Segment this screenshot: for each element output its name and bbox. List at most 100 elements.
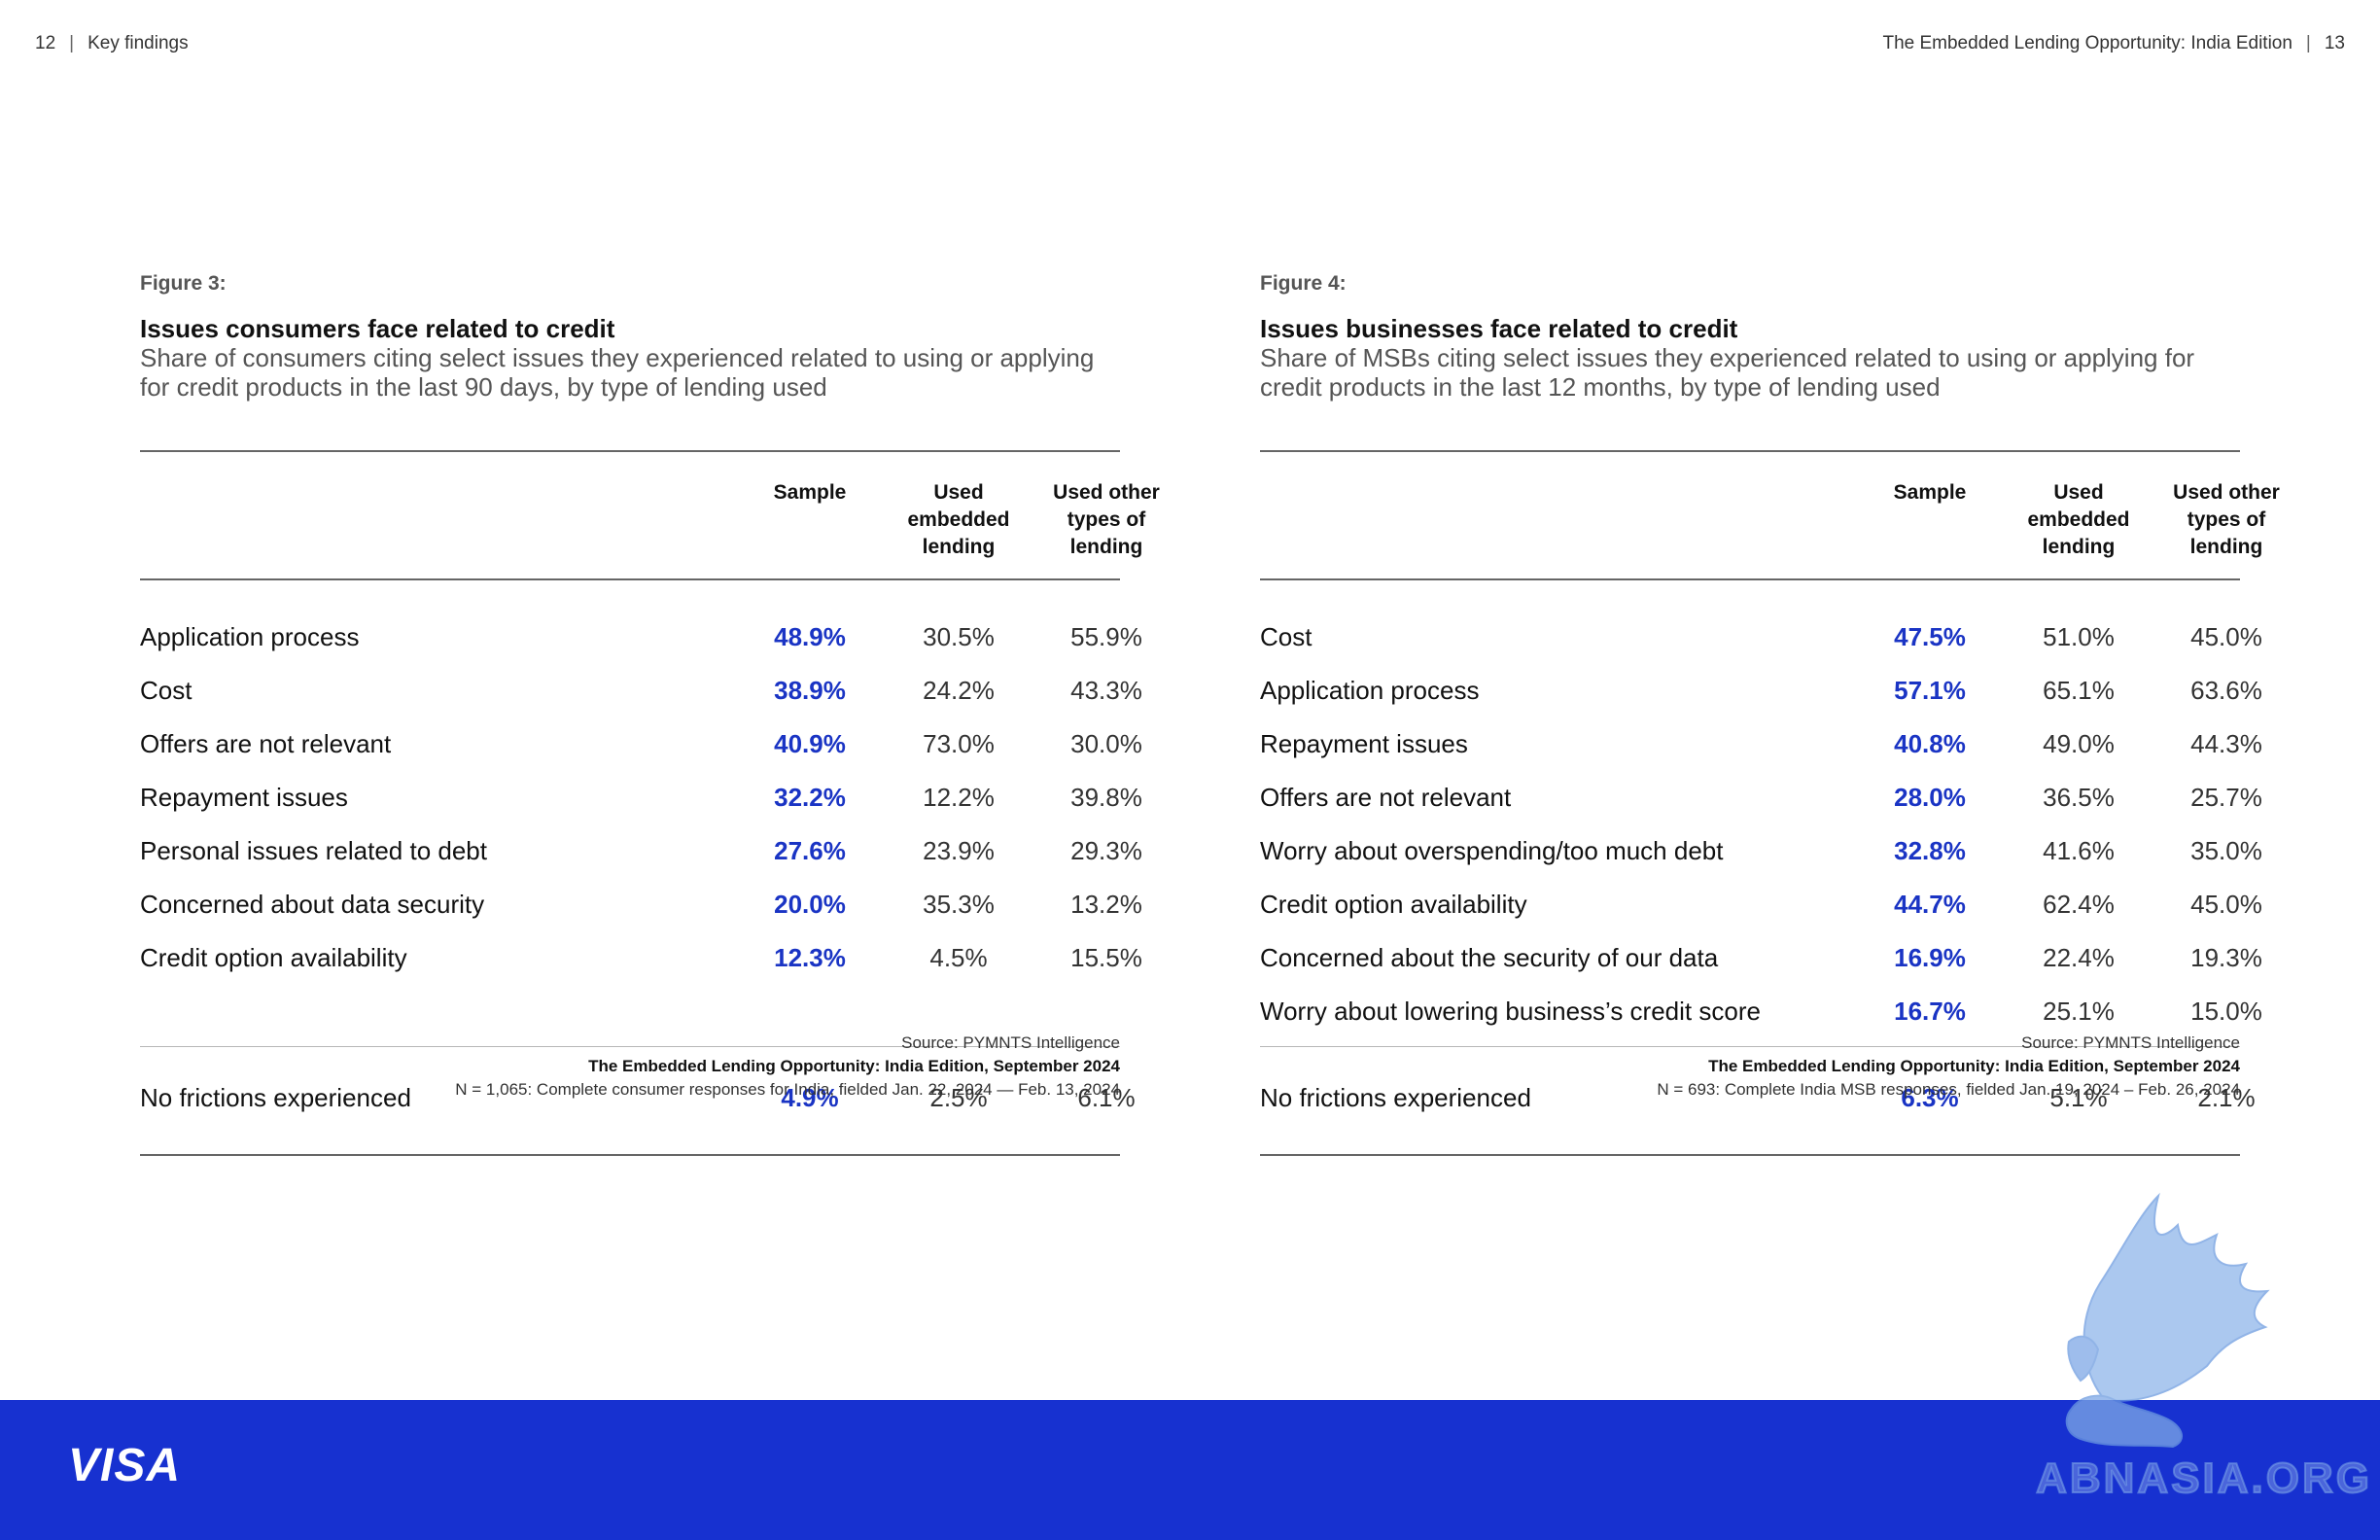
row-label: Cost	[1260, 622, 1312, 651]
figure-label: Figure 4:	[1260, 272, 1347, 295]
page-header-right: The Embedded Lending Opportunity: India …	[1882, 33, 2345, 54]
table-row: Application process 57.1% 65.1% 63.6%	[1260, 671, 2262, 710]
value-other: 15.5%	[1070, 943, 1142, 972]
page-header-left: 12 | Key findings	[35, 33, 189, 54]
row-label: Worry about overspending/too much debt	[1260, 836, 1724, 865]
value-sample: 38.9%	[774, 676, 846, 705]
table-summary-rule	[1260, 1046, 2240, 1047]
figure-label: Figure 3:	[140, 272, 227, 295]
page-number-left: 12	[35, 33, 56, 53]
value-sample: 32.2%	[774, 783, 846, 812]
table-top-rule	[1260, 450, 2240, 452]
value-other: 19.3%	[2190, 943, 2262, 972]
value-sample: 16.7%	[1894, 997, 1966, 1026]
figure-subtitle: Share of consumers citing select issues …	[140, 343, 1095, 402]
value-embedded: 65.1%	[2043, 676, 2115, 705]
row-label: Application process	[1260, 676, 1480, 705]
value-embedded: 36.5%	[2043, 783, 2115, 812]
value-other: 45.0%	[2190, 622, 2262, 651]
column-header-sample: Sample	[773, 481, 847, 504]
table-row: Application process 48.9% 30.5% 55.9%	[140, 617, 1142, 656]
figure-subtitle: Share of MSBs citing select issues they …	[1260, 343, 2195, 402]
row-label: Credit option availability	[140, 943, 407, 972]
column-header-embedded: Used embedded lending	[907, 481, 1010, 558]
source-note: Source: PYMNTS Intelligence The Embedded…	[455, 1032, 1120, 1102]
figure-4: Figure 4: Issues businesses face related…	[1260, 272, 2280, 1156]
value-embedded: 12.2%	[923, 783, 995, 812]
value-sample: 40.9%	[774, 729, 846, 758]
table-row: Credit option availability 44.7% 62.4% 4…	[1260, 885, 2262, 924]
value-embedded: 23.9%	[923, 836, 995, 865]
value-other: 55.9%	[1070, 622, 1142, 651]
header-divider: |	[2305, 33, 2311, 53]
value-embedded: 30.5%	[923, 622, 995, 651]
table-row: Offers are not relevant 28.0% 36.5% 25.7…	[1260, 778, 2262, 817]
table-summary-rule	[140, 1046, 1120, 1047]
table-row: Worry about lowering business’s credit s…	[1260, 992, 2262, 1031]
value-embedded: 41.6%	[2043, 836, 2115, 865]
row-label: No frictions experienced	[140, 1083, 411, 1112]
table-row: Personal issues related to debt 27.6% 23…	[140, 831, 1142, 870]
value-other: 6.1%	[1077, 1083, 1136, 1112]
row-label: Offers are not relevant	[140, 729, 392, 758]
value-other: 30.0%	[1070, 729, 1142, 758]
value-sample: 48.9%	[774, 622, 846, 651]
value-sample: 44.7%	[1894, 890, 1966, 919]
row-label: Personal issues related to debt	[140, 836, 487, 865]
value-other: 43.3%	[1070, 676, 1142, 705]
table-top-rule	[140, 450, 1120, 452]
value-embedded: 73.0%	[923, 729, 995, 758]
table-summary-row: No frictions experienced 6.3% 5.1% 2.1%	[1260, 1078, 2256, 1117]
table-row: Concerned about data security 20.0% 35.3…	[140, 885, 1142, 924]
value-embedded: 51.0%	[2043, 622, 2115, 651]
column-header-other: Used other types of lending	[1053, 481, 1160, 558]
watermark-griffin-icon	[2065, 1192, 2270, 1449]
value-other: 29.3%	[1070, 836, 1142, 865]
figure-title: Issues businesses face related to credit	[1260, 314, 1738, 343]
table-row: Repayment issues 32.2% 12.2% 39.8%	[140, 778, 1142, 817]
value-sample: 6.3%	[1901, 1083, 1959, 1112]
table-row: Concerned about the security of our data…	[1260, 938, 2262, 977]
watermark-text: ABNASIA.ORG	[2035, 1453, 2372, 1503]
sample-note: N = 693: Complete India MSB responses, f…	[1657, 1080, 2240, 1099]
source-title: The Embedded Lending Opportunity: India …	[588, 1057, 1120, 1075]
value-embedded: 25.1%	[2043, 997, 2115, 1026]
column-header-sample: Sample	[1893, 481, 1967, 504]
value-other: 63.6%	[2190, 676, 2262, 705]
value-other: 35.0%	[2190, 836, 2262, 865]
row-label: Concerned about data security	[140, 890, 485, 919]
header-divider: |	[69, 33, 75, 53]
value-other: 15.0%	[2190, 997, 2262, 1026]
value-embedded: 62.4%	[2043, 890, 2115, 919]
table-header-rule	[1260, 578, 2240, 580]
value-sample: 27.6%	[774, 836, 846, 865]
row-label: Worry about lowering business’s credit s…	[1260, 997, 1761, 1026]
table-row: Worry about overspending/too much debt 3…	[1260, 831, 2262, 870]
table-row: Repayment issues 40.8% 49.0% 44.3%	[1260, 724, 2262, 763]
value-sample: 4.9%	[781, 1083, 839, 1112]
footer-band: VISA ABNASIA.ORG	[0, 1400, 2380, 1540]
figure-3: Figure 3: Issues consumers face related …	[140, 272, 1160, 1156]
table-summary-row: No frictions experienced 4.9% 2.5% 6.1%	[140, 1078, 1136, 1117]
source-title: The Embedded Lending Opportunity: India …	[1708, 1057, 2240, 1075]
value-other: 45.0%	[2190, 890, 2262, 919]
source-line: Source: PYMNTS Intelligence	[901, 1033, 1120, 1052]
table-bottom-rule	[1260, 1154, 2240, 1156]
figure-title: Issues consumers face related to credit	[140, 314, 615, 343]
report-title: The Embedded Lending Opportunity: India …	[1882, 33, 2292, 53]
value-sample: 40.8%	[1894, 729, 1966, 758]
value-sample: 16.9%	[1894, 943, 1966, 972]
value-other: 44.3%	[2190, 729, 2262, 758]
table-header-rule	[140, 578, 1120, 580]
row-label: Offers are not relevant	[1260, 783, 1512, 812]
row-label: Application process	[140, 622, 360, 651]
column-header-other: Used other types of lending	[2173, 481, 2280, 558]
value-embedded: 4.5%	[929, 943, 988, 972]
value-sample: 57.1%	[1894, 676, 1966, 705]
sample-note: N = 1,065: Complete consumer responses f…	[455, 1080, 1120, 1099]
visa-logo: VISA	[68, 1440, 182, 1491]
row-label: Repayment issues	[1260, 729, 1468, 758]
row-label: Concerned about the security of our data	[1260, 943, 1719, 972]
table-row: Cost 47.5% 51.0% 45.0%	[1260, 617, 2262, 656]
page-number-right: 13	[2324, 33, 2345, 53]
